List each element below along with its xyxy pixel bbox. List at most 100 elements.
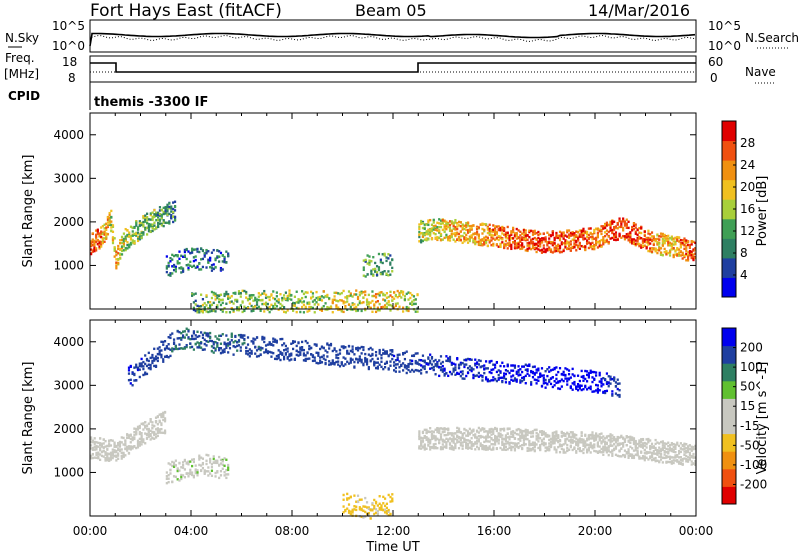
heatmap-cell: [649, 236, 652, 240]
heatmap-cell: [212, 248, 215, 252]
heatmap-cell: [486, 228, 489, 231]
heatmap-cell: [225, 344, 228, 347]
heatmap-cell: [290, 342, 293, 345]
heatmap-cell: [172, 201, 175, 204]
heatmap-cell: [531, 246, 535, 250]
heatmap-cell: [402, 353, 405, 356]
heatmap-cell: [90, 248, 93, 251]
heatmap-cell: [479, 444, 482, 448]
heatmap-cell: [380, 306, 383, 309]
heatmap-cell: [138, 238, 141, 241]
heatmap-cell: [425, 438, 428, 442]
heatmap-cell: [346, 308, 349, 311]
heatmap-cell: [683, 447, 686, 451]
heatmap-cell: [616, 444, 619, 447]
heatmap-cell: [103, 227, 106, 230]
heatmap-cell: [198, 342, 201, 345]
heatmap-cell: [640, 231, 643, 235]
heatmap-cell: [434, 232, 437, 236]
heatmap-cell: [636, 238, 639, 241]
heatmap-cell: [110, 209, 113, 213]
heatmap-cell: [475, 430, 479, 433]
heatmap-cell: [546, 248, 549, 252]
heatmap-cell: [398, 370, 401, 373]
heatmap-cell: [201, 303, 205, 307]
heatmap-cell: [111, 236, 115, 239]
heatmap-cell: [596, 231, 600, 235]
heatmap-cell: [661, 448, 664, 451]
heatmap-cell: [544, 449, 547, 453]
heatmap-cell: [120, 235, 124, 239]
heatmap-cell: [421, 359, 425, 363]
heatmap-cell: [497, 225, 500, 228]
heatmap-cell: [127, 369, 131, 372]
heatmap-cell: [481, 435, 484, 438]
heatmap-cell: [111, 451, 114, 454]
heatmap-cell: [432, 226, 435, 229]
heatmap-cell: [524, 229, 527, 232]
heatmap-cell: [165, 475, 168, 478]
heatmap-cell: [605, 221, 609, 224]
heatmap-cell: [477, 434, 480, 438]
heatmap-cell: [681, 462, 684, 466]
heatmap-cell: [546, 434, 549, 437]
heatmap-cell: [398, 366, 401, 369]
heatmap-cell: [542, 437, 545, 441]
heatmap-cell: [391, 270, 394, 273]
heatmap-cell: [355, 357, 358, 361]
heatmap-cell: [598, 437, 601, 440]
heatmap-cell: [607, 453, 610, 457]
heatmap-cell: [138, 233, 141, 236]
heatmap-cell: [595, 435, 598, 439]
heatmap-cell: [510, 430, 513, 434]
heatmap-cell: [351, 348, 354, 351]
heatmap-cell: [228, 296, 232, 299]
heatmap-cell: [383, 304, 387, 307]
heatmap-cell: [167, 264, 170, 267]
heatmap-cell: [445, 433, 448, 437]
heatmap-cell: [463, 428, 466, 431]
heatmap-cell: [353, 360, 356, 364]
heatmap-cell: [555, 437, 558, 441]
heatmap-cell: [461, 447, 464, 450]
heatmap-cell: [454, 228, 457, 231]
heatmap-cell: [389, 512, 392, 516]
heatmap-cell: [259, 309, 262, 313]
heatmap-cell: [420, 368, 423, 372]
heatmap-cell: [418, 358, 421, 362]
heatmap-cell: [470, 234, 473, 237]
heatmap-cell: [634, 242, 637, 246]
heatmap-cell: [311, 295, 315, 298]
heatmap-cell: [126, 447, 129, 451]
heatmap-cell: [475, 240, 479, 244]
heatmap-cell: [584, 441, 587, 445]
heatmap-cell: [548, 233, 551, 237]
heatmap-cell: [494, 438, 497, 441]
heatmap-cell: [450, 434, 453, 437]
heatmap-cell: [620, 434, 623, 438]
heatmap-cell: [209, 457, 212, 461]
heatmap-cell: [622, 443, 625, 446]
heatmap-cell: [135, 224, 138, 227]
heatmap-cell: [528, 230, 531, 234]
heatmap-cell: [189, 346, 192, 349]
heatmap-cell: [138, 440, 141, 444]
heatmap-cell: [196, 311, 199, 314]
heatmap-cell: [564, 243, 567, 246]
heatmap-cell: [288, 297, 291, 301]
heatmap-cell: [524, 234, 527, 237]
heatmap-cell: [600, 228, 603, 232]
heatmap-cell: [448, 236, 452, 239]
heatmap-cell: [567, 235, 571, 238]
heatmap-cell: [427, 430, 430, 434]
heatmap-cell: [216, 345, 219, 348]
heatmap-cell: [477, 438, 480, 441]
heatmap-cell: [418, 437, 421, 441]
heatmap-cell: [488, 241, 491, 244]
heatmap-cell: [342, 289, 345, 293]
heatmap-cell: [512, 445, 515, 449]
heatmap-cell: [447, 433, 450, 436]
heatmap-cell: [656, 452, 659, 455]
heatmap-cell: [347, 352, 351, 355]
heatmap-cell: [640, 246, 643, 249]
